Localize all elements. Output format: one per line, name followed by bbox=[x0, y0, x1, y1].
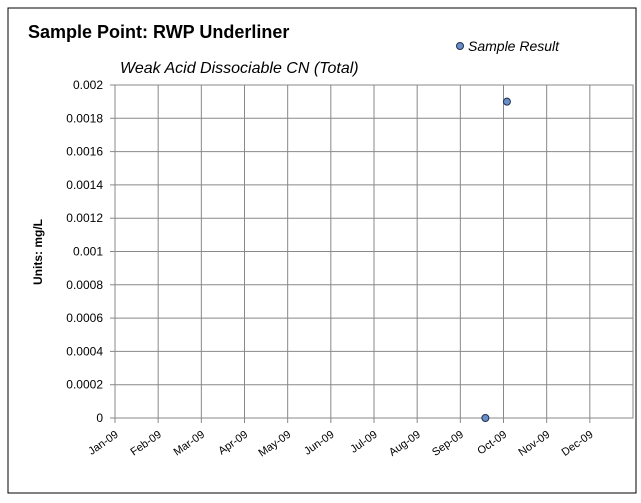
y-tick-label: 0.0004 bbox=[66, 344, 103, 358]
y-tick-label: 0.0006 bbox=[66, 311, 103, 325]
chart-title: Sample Point: RWP Underliner bbox=[28, 22, 289, 42]
y-tick-label: 0 bbox=[96, 411, 103, 425]
y-tick-label: 0.0016 bbox=[66, 145, 103, 159]
y-tick-label: 0.002 bbox=[73, 78, 103, 92]
y-tick-label: 0.0014 bbox=[66, 178, 103, 192]
y-tick-label: 0.0018 bbox=[66, 111, 103, 125]
data-point bbox=[502, 97, 511, 106]
y-axis-label: Units: mg/L bbox=[31, 219, 45, 285]
legend-marker bbox=[456, 42, 464, 50]
y-tick-label: 0.001 bbox=[73, 245, 103, 259]
y-tick-label: 0.0008 bbox=[66, 278, 103, 292]
y-tick-label: 0.0002 bbox=[66, 378, 103, 392]
legend-label: Sample Result bbox=[468, 38, 560, 54]
data-point bbox=[481, 414, 490, 422]
y-tick-label: 0.0012 bbox=[66, 211, 103, 225]
chart-subtitle: Weak Acid Dissociable CN (Total) bbox=[120, 60, 359, 77]
